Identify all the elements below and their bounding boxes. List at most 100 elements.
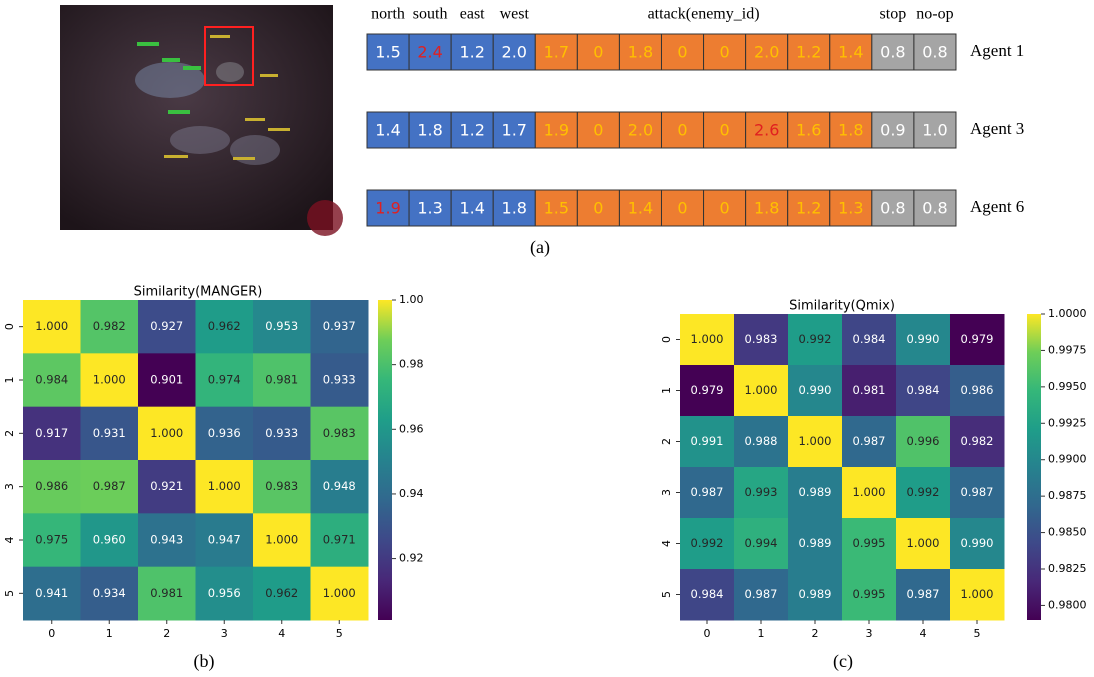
cell-label: 0.993: [745, 485, 778, 499]
y-tick-label: 4: [660, 540, 673, 547]
cell-label: 0.934: [93, 586, 126, 600]
action-value: 0: [677, 43, 687, 62]
action-value: 1.2: [459, 43, 484, 62]
figure: northsoutheastwestattack(enemy_id)stopno…: [0, 0, 1094, 677]
cell-label: 1.000: [265, 533, 298, 547]
action-value: 1.4: [838, 43, 863, 62]
action-value: 0.8: [880, 199, 905, 218]
action-value: 1.3: [838, 199, 863, 218]
cell-label: 0.937: [323, 319, 356, 333]
colorbar-tick-label: 0.9925: [1048, 416, 1087, 429]
cell-label: 0.941: [35, 586, 68, 600]
y-tick-label: 3: [3, 483, 16, 490]
action-value: 2.6: [754, 121, 779, 140]
colorbar-tick-label: 1.00: [399, 293, 424, 306]
cell-label: 0.987: [745, 587, 778, 601]
y-tick-label: 3: [660, 489, 673, 496]
column-header: south: [413, 6, 448, 23]
action-value: 1.4: [459, 199, 484, 218]
colorbar-tick-label: 0.92: [399, 552, 424, 565]
action-value: 1.7: [502, 121, 527, 140]
cell-label: 0.953: [265, 319, 298, 333]
action-value: 2.0: [628, 121, 653, 140]
cell-label: 0.989: [799, 587, 832, 601]
colorbar: [1027, 314, 1041, 620]
cell-label: 1.000: [35, 319, 68, 333]
cell-label: 1.000: [907, 536, 940, 550]
page: northsoutheastwestattack(enemy_id)stopno…: [0, 0, 1094, 677]
column-header: stop: [880, 6, 907, 23]
column-header: attack(enemy_id): [648, 6, 760, 23]
colorbar-tick-label: 0.9875: [1048, 489, 1087, 502]
cell-label: 1.000: [691, 332, 724, 346]
cell-label: 0.986: [35, 479, 68, 493]
x-tick-label: 4: [920, 627, 927, 640]
action-value: 2.0: [502, 43, 527, 62]
action-value: 1.3: [417, 199, 442, 218]
cell-label: 0.956: [208, 586, 241, 600]
y-tick-label: 0: [660, 336, 673, 343]
action-value: 0.8: [922, 199, 947, 218]
cell-label: 0.981: [150, 586, 183, 600]
cell-label: 0.948: [323, 479, 356, 493]
action-value: 1.8: [754, 199, 779, 218]
cell-label: 0.992: [691, 536, 724, 550]
action-value: 1.2: [796, 43, 821, 62]
action-value: 1.4: [628, 199, 653, 218]
action-value: 1.6: [796, 121, 821, 140]
action-value: 0: [720, 121, 730, 140]
cell-label: 1.000: [961, 587, 994, 601]
cell-label: 0.995: [853, 536, 886, 550]
cell-label: 0.989: [799, 536, 832, 550]
cell-label: 0.990: [907, 332, 940, 346]
action-value: 1.2: [459, 121, 484, 140]
cell-label: 0.984: [907, 383, 940, 397]
cell-label: 0.971: [323, 533, 356, 547]
action-value: 0: [677, 199, 687, 218]
cell-label: 0.933: [265, 426, 298, 440]
action-value: 1.5: [544, 199, 569, 218]
cell-label: 0.995: [853, 587, 886, 601]
x-tick-label: 2: [163, 627, 170, 640]
y-tick-label: 5: [660, 591, 673, 598]
action-value: 1.4: [375, 121, 400, 140]
game-screenshot: [60, 5, 343, 236]
caption: (b): [194, 651, 215, 672]
colorbar-tick-label: 0.96: [399, 422, 424, 435]
action-value: 0: [720, 43, 730, 62]
action-value: 0: [720, 199, 730, 218]
x-tick-label: 0: [48, 627, 55, 640]
cell-label: 0.960: [93, 533, 126, 547]
chart-title: Similarity(Qmix): [789, 299, 895, 314]
colorbar-tick-label: 0.9900: [1048, 453, 1087, 466]
action-value: 1.7: [544, 43, 569, 62]
action-value: 0: [593, 43, 603, 62]
cell-label: 0.931: [93, 426, 126, 440]
agent-label: Agent 6: [970, 197, 1024, 216]
action-value-table: northsoutheastwestattack(enemy_id)stopno…: [367, 6, 1024, 258]
action-value: 0.9: [880, 121, 905, 140]
x-tick-label: 0: [704, 627, 711, 640]
cell-label: 1.000: [150, 426, 183, 440]
x-tick-label: 1: [758, 627, 765, 640]
cell-label: 0.988: [745, 434, 778, 448]
cell-label: 0.983: [745, 332, 778, 346]
cell-label: 0.996: [907, 434, 940, 448]
action-value: 0: [593, 199, 603, 218]
y-tick-label: 2: [660, 438, 673, 445]
agent-label: Agent 1: [970, 41, 1024, 60]
colorbar-tick-label: 1.0000: [1048, 307, 1087, 320]
colorbar: [378, 300, 392, 620]
cell-label: 0.990: [799, 383, 832, 397]
cell-label: 0.975: [35, 533, 68, 547]
cell-label: 0.917: [35, 426, 68, 440]
agent-label: Agent 3: [970, 119, 1024, 138]
action-value: 1.8: [838, 121, 863, 140]
action-value: 0: [677, 121, 687, 140]
action-value: 1.8: [628, 43, 653, 62]
cell-label: 0.979: [691, 383, 724, 397]
cell-label: 1.000: [799, 434, 832, 448]
colorbar-tick-label: 0.9825: [1048, 562, 1087, 575]
x-tick-label: 5: [336, 627, 343, 640]
